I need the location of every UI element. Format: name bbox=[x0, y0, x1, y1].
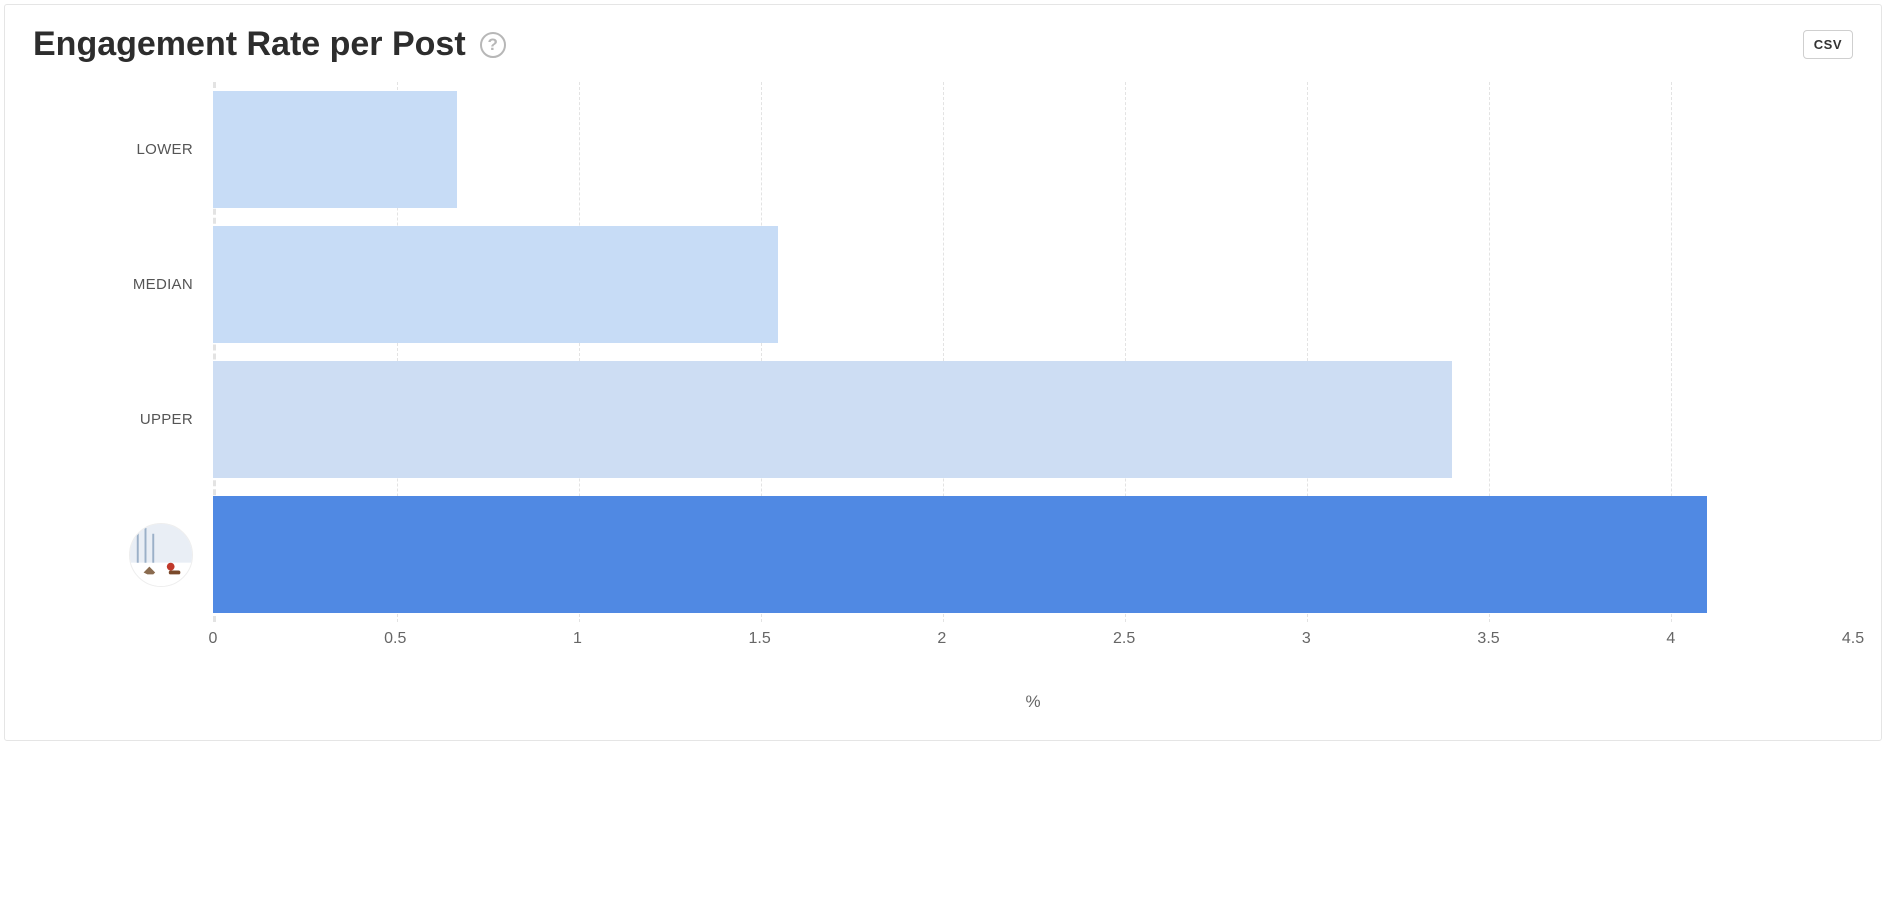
account-avatar[interactable] bbox=[129, 523, 193, 587]
card-header: Engagement Rate per Post ? CSV bbox=[33, 25, 1853, 64]
bar-account[interactable] bbox=[213, 496, 1707, 612]
y-label-text: UPPER bbox=[140, 411, 193, 428]
x-axis-label: % bbox=[213, 692, 1853, 712]
help-icon[interactable]: ? bbox=[480, 32, 506, 58]
chart-title: Engagement Rate per Post bbox=[33, 25, 466, 64]
x-tick: 1 bbox=[573, 630, 582, 648]
x-tick: 0.5 bbox=[384, 630, 406, 648]
y-axis: LOWER MEDIAN UPPER bbox=[33, 82, 213, 622]
chart-area: LOWER MEDIAN UPPER bbox=[33, 82, 1853, 622]
bar-row-account bbox=[213, 487, 1853, 622]
x-tick: 3.5 bbox=[1477, 630, 1499, 648]
x-tick: 4.5 bbox=[1842, 630, 1864, 648]
bar-median[interactable] bbox=[213, 226, 778, 342]
x-tick: 1.5 bbox=[749, 630, 771, 648]
bar-upper[interactable] bbox=[213, 361, 1452, 477]
bar-row-median bbox=[213, 217, 1853, 352]
bar-row-lower bbox=[213, 82, 1853, 217]
y-label-lower: LOWER bbox=[33, 82, 213, 217]
y-label-account bbox=[33, 487, 213, 622]
title-wrap: Engagement Rate per Post ? bbox=[33, 25, 506, 64]
y-label-text: LOWER bbox=[136, 141, 193, 158]
bar-row-upper bbox=[213, 352, 1853, 487]
x-tick: 2 bbox=[937, 630, 946, 648]
x-axis: 00.511.522.533.544.5 bbox=[213, 622, 1853, 656]
x-tick: 0 bbox=[209, 630, 218, 648]
y-label-text: MEDIAN bbox=[133, 276, 193, 293]
bars-container bbox=[213, 82, 1853, 622]
x-tick: 3 bbox=[1302, 630, 1311, 648]
plot-area bbox=[213, 82, 1853, 622]
y-label-upper: UPPER bbox=[33, 352, 213, 487]
x-tick: 2.5 bbox=[1113, 630, 1135, 648]
chart-card: Engagement Rate per Post ? CSV LOWER MEDI… bbox=[4, 4, 1882, 741]
export-csv-button[interactable]: CSV bbox=[1803, 30, 1853, 59]
x-tick: 4 bbox=[1666, 630, 1675, 648]
y-label-median: MEDIAN bbox=[33, 217, 213, 352]
bar-lower[interactable] bbox=[213, 91, 457, 207]
